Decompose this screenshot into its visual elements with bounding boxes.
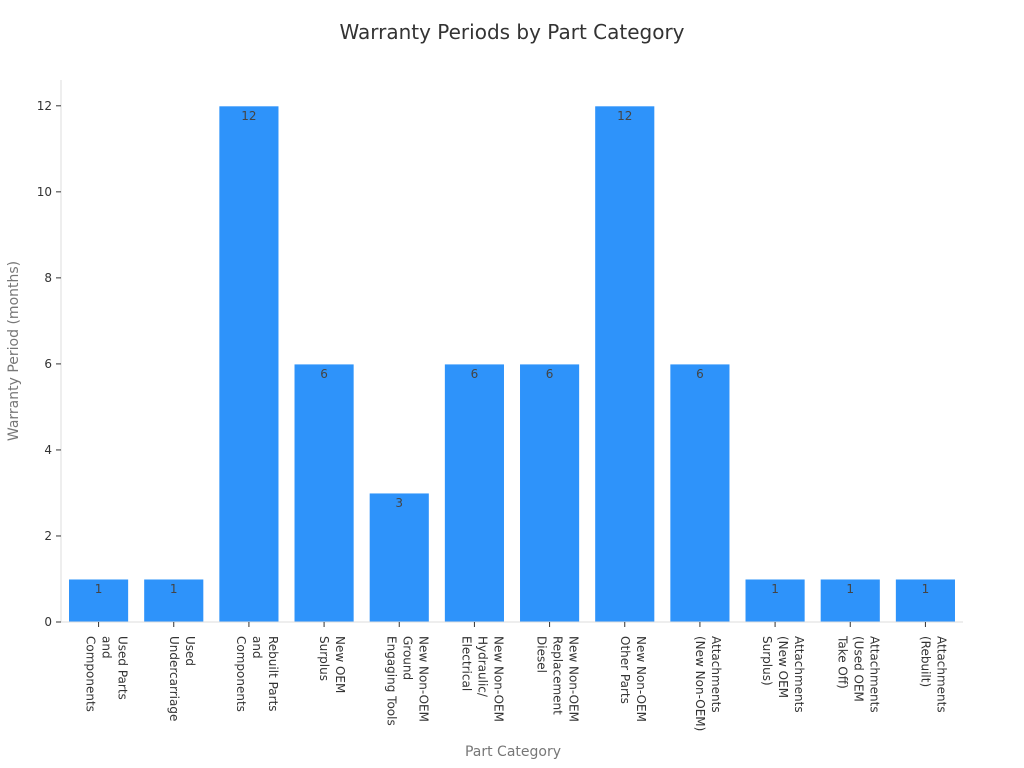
data-labels-layer: 1 1 12 6 3 6 6 12 6 1 1 1 [95,109,929,596]
bar-value-label: 1 [771,582,779,596]
svg-text:Rebuilt PartsandComponents: Rebuilt PartsandComponents [234,636,280,712]
axes-layer: 0 2 4 6 8 10 12 Used PartsandComponents UsedUnde… [37,80,963,731]
x-tick-label: New OEMSurplus [317,636,347,693]
bar-value-label: 1 [95,582,103,596]
y-tick-label: 6 [44,357,52,371]
x-tick-label: New Non-OEMHydraulic/Electrical [459,636,505,722]
bar [218,105,280,623]
bar [68,578,130,623]
bar-value-label: 6 [471,367,479,381]
x-tick-label: Attachments(New OEMSurplus) [760,636,806,713]
y-tick-label: 4 [44,443,52,457]
y-tick-label: 12 [37,99,52,113]
x-tick-label: UsedUndercarriage [167,636,197,721]
svg-text:New OEMSurplus: New OEMSurplus [317,636,347,693]
svg-text:Attachments(New Non-OEM): Attachments(New Non-OEM) [693,636,723,731]
y-tick-label: 0 [44,615,52,629]
svg-text:New Non-OEMGroundEngaging Tool: New Non-OEMGroundEngaging Tools [384,636,430,726]
bar [594,105,656,623]
x-tick-label: Attachments(Rebuilt) [918,636,948,713]
x-tick-label: Attachments(Used OEMTake Off) [835,635,881,713]
bar-value-label: 6 [320,367,328,381]
x-tick-label: Used PartsandComponents [84,636,130,712]
bar-value-label: 1 [170,582,178,596]
y-tick-label: 2 [44,529,52,543]
bar-value-label: 12 [617,109,632,123]
y-tick-label: 8 [44,271,52,285]
x-tick-label: New Non-OEMOther Parts [618,636,648,722]
x-tick-label: Attachments(New Non-OEM) [693,636,723,731]
x-tick-label: New Non-OEMReplacementDiesel [535,636,581,722]
bar [368,492,430,623]
bar [143,578,205,623]
svg-text:Used PartsandComponents: Used PartsandComponents [84,636,130,712]
svg-text:Attachments(Used OEMTake Off): Attachments(Used OEMTake Off) [835,635,881,713]
bar-value-label: 6 [546,367,554,381]
svg-text:New Non-OEMReplacementDiesel: New Non-OEMReplacementDiesel [535,636,581,722]
y-axis-title: Warranty Period (months) [6,261,22,441]
svg-text:UsedUndercarriage: UsedUndercarriage [167,636,197,721]
svg-text:Attachments(New OEMSurplus): Attachments(New OEMSurplus) [760,636,806,713]
bars-layer [68,105,956,623]
svg-text:Attachments(Rebuilt): Attachments(Rebuilt) [918,636,948,713]
bar-value-label: 1 [922,582,930,596]
bar-value-label: 1 [846,582,854,596]
bar [744,578,806,623]
x-axis-title: Part Category [465,744,561,760]
bar-value-label: 3 [395,496,403,510]
y-tick-label: 10 [37,185,52,199]
bar [669,363,731,623]
svg-text:New Non-OEMOther Parts: New Non-OEMOther Parts [618,636,648,722]
bar [443,363,505,623]
bar [519,363,581,623]
svg-text:New Non-OEMHydraulic/Electrica: New Non-OEMHydraulic/Electrical [459,636,505,722]
chart-title: Warranty Periods by Part Category [339,20,685,44]
bar [293,363,355,623]
x-tick-label: New Non-OEMGroundEngaging Tools [384,636,430,726]
x-tick-label: Rebuilt PartsandComponents [234,636,280,712]
bar-value-label: 6 [696,367,704,381]
bar-value-label: 12 [241,109,256,123]
